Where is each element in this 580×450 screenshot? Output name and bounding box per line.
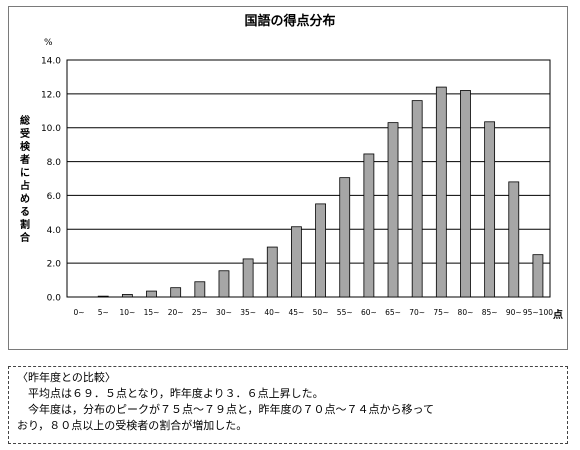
note-heading: 〈昨年度との比較〉 (17, 371, 116, 384)
bar (484, 121, 496, 298)
y-tick-label: 4.0 (47, 226, 62, 236)
x-tick-label: 10~ (119, 308, 135, 317)
bar (532, 254, 544, 298)
tick-layer: 0.0 2.0 4.0 6.0 8.0 10.0 12.0 14.0 0~ 5~ 10~ 15~ 20~… (41, 57, 563, 322)
bar (121, 294, 133, 298)
x-axis-label: 点 (553, 308, 563, 321)
x-tick-label: 55~ (337, 308, 353, 317)
x-tick-label: 60~ (361, 308, 377, 317)
y-unit-label: % (44, 38, 53, 48)
x-tick-label: 35~ (240, 308, 256, 317)
grid-layer (66, 59, 551, 298)
comparison-note: 〈昨年度との比較〉 平均点は６９．５点となり，昨年度より３．６点上昇した。 今年… (8, 366, 568, 444)
bar-chart: 0.0 2.0 4.0 6.0 8.0 10.0 12.0 14.0 0~ 5~ 10~ 15~ 20~… (41, 57, 563, 322)
x-tick-label: 25~ (192, 308, 208, 317)
x-tick-label: 45~ (289, 308, 305, 317)
bar (315, 203, 326, 298)
bar (508, 181, 520, 298)
x-tick-label: 90~ (506, 308, 522, 317)
x-tick-label: 95~100 (523, 308, 553, 317)
y-axis-label: 総受検者に占める割合 (20, 116, 30, 244)
bar (411, 100, 423, 298)
note-line-1: 平均点は６９．５点となり，昨年度より３．６点上昇した。 (28, 387, 324, 400)
bar (242, 258, 254, 298)
x-tick-label: 85~ (482, 308, 498, 317)
note-line-2: 今年度は，分布のピークが７５点～７９点と，昨年度の７０点～７４点から移って (28, 403, 435, 416)
y-tick-label: 14.0 (41, 57, 61, 67)
bar (194, 281, 206, 298)
x-tick-label: 0~ (74, 308, 85, 317)
x-tick-label: 15~ (144, 308, 160, 317)
x-tick-label: 75~ (433, 308, 449, 317)
note-line-3: おり，８０点以上の受検者の割合が増加した。 (17, 419, 248, 432)
bar (146, 290, 157, 298)
y-tick-label: 8.0 (47, 158, 62, 168)
x-tick-label: 50~ (313, 308, 329, 317)
bar (291, 226, 302, 298)
bar (170, 287, 182, 298)
x-tick-label: 5~ (98, 308, 109, 317)
y-tick-label: 2.0 (47, 260, 62, 270)
plot-area-border (66, 59, 551, 298)
bar (387, 122, 399, 298)
bar (460, 90, 471, 298)
x-tick-label: 65~ (385, 308, 401, 317)
bar (435, 86, 447, 298)
x-tick-label: 30~ (216, 308, 232, 317)
bar (97, 295, 109, 298)
x-tick-label: 80~ (458, 308, 474, 317)
chart-frame (8, 6, 568, 350)
y-tick-label: 6.0 (47, 192, 62, 202)
x-tick-label: 20~ (168, 308, 184, 317)
bar (339, 177, 351, 298)
y-tick-label: 0.0 (47, 294, 62, 304)
y-tick-label: 12.0 (41, 90, 61, 100)
x-tick-label: 40~ (264, 308, 280, 317)
bar (363, 153, 375, 298)
bar-layer (97, 86, 544, 298)
bar (266, 246, 278, 298)
x-tick-label: 70~ (409, 308, 425, 317)
chart-title: 国語の得点分布 (244, 14, 336, 29)
bar (218, 270, 230, 298)
y-tick-label: 10.0 (41, 124, 61, 134)
